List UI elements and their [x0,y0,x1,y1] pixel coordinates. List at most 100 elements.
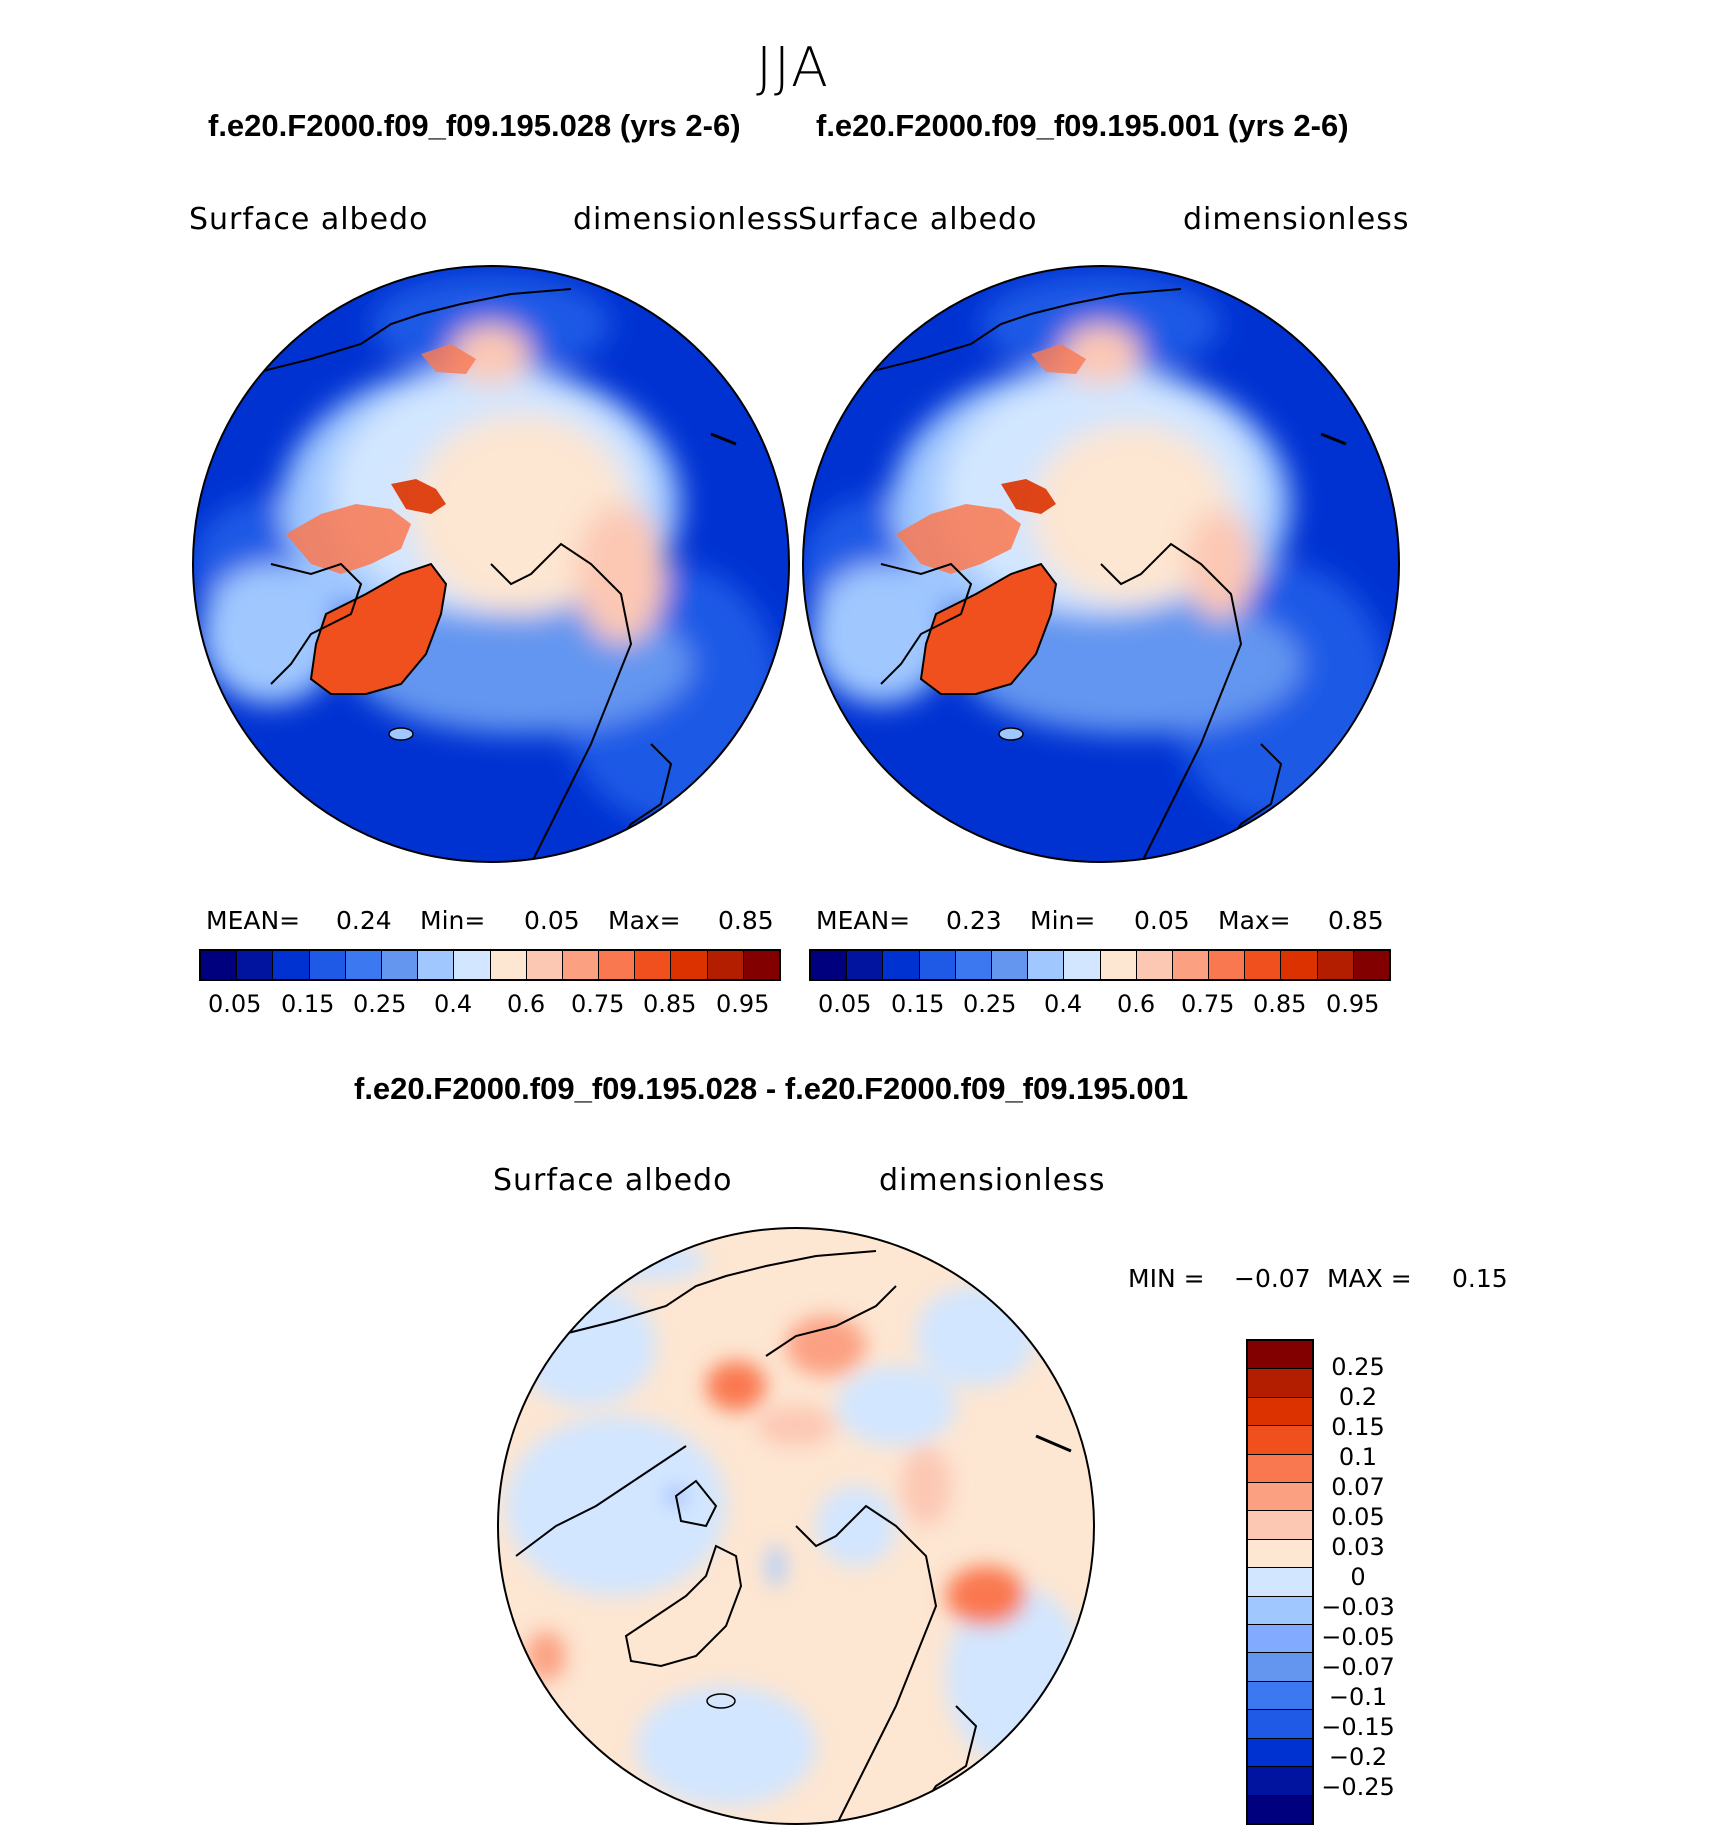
colorbar-right-tick: 0.85 [1253,990,1307,1018]
stats-min-label-left: Min= [420,906,486,935]
colorbar-swatch [1248,1341,1312,1370]
colorbar-left-tick: 0.25 [353,990,407,1018]
colorbar-right-tick: 0.75 [1181,990,1235,1018]
units-label-right: dimensionless [1183,202,1410,237]
colorbar-swatch [671,951,708,979]
colorbar-swatch [1100,951,1137,979]
colorbar-swatch [273,951,310,979]
colorbar-right-tick: 0.15 [891,990,945,1018]
colorbar-swatch [635,951,672,979]
polar-map-difference [496,1226,1096,1826]
stats-max-label-right: Max= [1218,906,1291,935]
colorbar-diff-tick: −0.2 [1328,1743,1388,1771]
colorbar-right-tick: 0.25 [963,990,1017,1018]
colorbar-left-tick: 0.05 [208,990,262,1018]
colorbar-left-tick: 0.85 [643,990,697,1018]
colorbar-swatch [883,951,920,979]
stats-min-value-right: 0.05 [1134,906,1190,935]
case-title-left: f.e20.F2000.f09_f09.195.028 (yrs 2-6) [208,108,741,143]
variable-label-diff: Surface albedo [493,1163,733,1198]
polar-map-right [801,264,1401,864]
colorbar-diff-tick: −0.07 [1321,1653,1395,1681]
colorbar-swatch [1248,1625,1312,1654]
stats-max-value-left: 0.85 [718,906,774,935]
colorbar-swatch [991,951,1029,979]
colorbar-swatch [707,951,744,979]
stats-max-value-right: 0.85 [1328,906,1384,935]
colorbar-swatch [847,951,884,979]
colorbar-diff-tick: −0.25 [1321,1773,1395,1801]
colorbar-swatch [1248,1539,1312,1569]
colorbar-swatch [1353,951,1389,979]
colorbar-swatch [490,951,527,979]
polar-map-left [191,264,791,864]
colorbar-diff-tick: −0.03 [1321,1593,1395,1621]
colorbar-diff-tick: 0 [1350,1563,1366,1591]
colorbar-diff-tick: 0.25 [1331,1353,1385,1381]
colorbar-swatch [526,951,563,979]
colorbar-swatch [1248,1710,1312,1739]
colorbar-diff-tick: 0.15 [1331,1413,1385,1441]
stats-max-label-left: Max= [608,906,681,935]
colorbar-diff-tick: 0.1 [1338,1443,1378,1471]
stats-mean-label-right: MEAN= [816,906,911,935]
colorbar-swatch [1248,1767,1312,1796]
colorbar-diff-tick: 0.07 [1331,1473,1385,1501]
colorbar-swatch [919,951,956,979]
colorbar-swatch [1136,951,1173,979]
diff-min-value: −0.07 [1234,1264,1311,1293]
colorbar-swatch [1248,1483,1312,1512]
colorbar-swatch [345,951,382,979]
units-label-left: dimensionless [573,202,800,237]
case-title-right: f.e20.F2000.f09_f09.195.001 (yrs 2-6) [816,108,1349,143]
colorbar-swatch [599,951,636,979]
colorbar-swatch [1248,1795,1312,1823]
colorbar-left-tick: 0.6 [507,990,546,1018]
colorbar-swatch [1248,1426,1312,1455]
colorbar-swatch [1248,1369,1312,1398]
diff-max-label: MAX = [1327,1264,1412,1293]
colorbar-swatch [743,951,779,979]
colorbar-swatch [1172,951,1210,979]
colorbar-diff-tick: 0.05 [1331,1503,1385,1531]
colorbar-diff-tick: −0.05 [1321,1623,1395,1651]
colorbar-left-tick: 0.4 [434,990,473,1018]
colorbar-swatch [454,951,491,979]
colorbar-left-tick: 0.15 [281,990,335,1018]
stats-mean-value-left: 0.24 [336,906,392,935]
colorbar-swatch [1248,1568,1312,1597]
colorbar-swatch [955,951,992,979]
colorbar-swatch [1248,1681,1312,1711]
colorbar-right-tick: 0.05 [818,990,872,1018]
colorbar-swatch [1064,951,1101,979]
colorbar-right-tick: 0.6 [1117,990,1156,1018]
colorbar-swatch [1317,951,1354,979]
colorbar-swatch [1281,951,1318,979]
variable-label-right: Surface albedo [798,202,1038,237]
colorbar-swatch [1248,1596,1312,1626]
colorbar-diff-tick: 0.03 [1331,1533,1385,1561]
colorbar-left [199,949,781,981]
units-label-diff: dimensionless [879,1163,1106,1198]
colorbar-left-tick: 0.95 [716,990,770,1018]
colorbar-swatch [1248,1454,1312,1484]
colorbar-diff-tick: −0.15 [1321,1713,1395,1741]
stats-min-value-left: 0.05 [524,906,580,935]
colorbar-right [809,949,1391,981]
colorbar-swatch [1209,951,1246,979]
colorbar-swatch [1248,1511,1312,1540]
colorbar-swatch [309,951,346,979]
colorbar-right-tick: 0.4 [1044,990,1083,1018]
colorbar-swatch [1245,951,1282,979]
colorbar-swatch [418,951,455,979]
colorbar-right-tick: 0.95 [1326,990,1380,1018]
stats-mean-label-left: MEAN= [206,906,301,935]
colorbar-difference [1246,1339,1314,1825]
colorbar-diff-tick: −0.1 [1328,1683,1388,1711]
colorbar-swatch [381,951,419,979]
colorbar-swatch [237,951,274,979]
difference-title: f.e20.F2000.f09_f09.195.028 - f.e20.F200… [354,1071,1189,1106]
colorbar-swatch [562,951,600,979]
colorbar-swatch [1248,1653,1312,1682]
diff-max-value: 0.15 [1452,1264,1508,1293]
